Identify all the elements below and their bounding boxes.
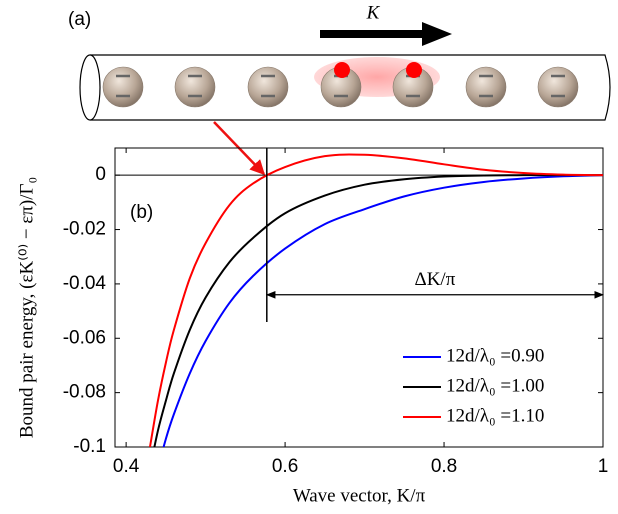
x-axis-label: Wave vector, K/π [293, 485, 426, 506]
y-tick-label: -0.08 [63, 382, 106, 403]
y-axis-label: Bound pair energy, (εK⁽⁰⁾ − επ)/Γ₀ [16, 177, 37, 438]
atom [103, 67, 143, 107]
x-tick-label: 1 [598, 456, 609, 477]
legend-label: 12d/λ₀ =0.90 [446, 345, 544, 366]
waveguide-diagram: K (a) [68, 2, 610, 120]
k-arrowhead [422, 22, 452, 46]
y-tick-label: -0.04 [63, 273, 107, 294]
plot-area [115, 148, 603, 447]
tube-end [80, 55, 100, 120]
panel-label: (b) [130, 202, 153, 223]
atom [175, 67, 215, 107]
legend-label: 12d/λ₀ =1.10 [446, 405, 544, 426]
atom [538, 67, 578, 107]
annotation-label: ΔK/π [414, 269, 455, 290]
y-tick-label: -0.02 [63, 219, 106, 240]
k-label: K [366, 2, 381, 23]
series-line [150, 155, 603, 447]
legend-label: 12d/λ₀ =1.00 [446, 375, 544, 396]
atom [466, 67, 506, 107]
x-tick-label: 0.4 [113, 456, 140, 477]
y-tick-label: 0 [95, 164, 106, 185]
series-group [150, 155, 603, 502]
page: {"diagram": {"label": "(a)", "arrow_labe… [0, 0, 618, 514]
excitation [406, 62, 422, 78]
y-tick-label: -0.1 [73, 436, 106, 457]
chart: 0 -0.02 -0.04 -0.06 -0.08 -0.1 0.4 0.6 0.8 1 Wave … [16, 148, 608, 506]
figure: K (a) 0 -0.02 -0.04 -0.06 -0.08 -0.1 0.4 0.6 0.8… [0, 0, 618, 514]
series-line [150, 175, 603, 501]
y-tick-label: -0.06 [63, 327, 106, 348]
excitation [334, 62, 350, 78]
x-tick-label: 0.8 [431, 456, 457, 477]
panel-label: (a) [68, 9, 91, 30]
atom [248, 67, 288, 107]
x-tick-label: 0.6 [272, 456, 298, 477]
